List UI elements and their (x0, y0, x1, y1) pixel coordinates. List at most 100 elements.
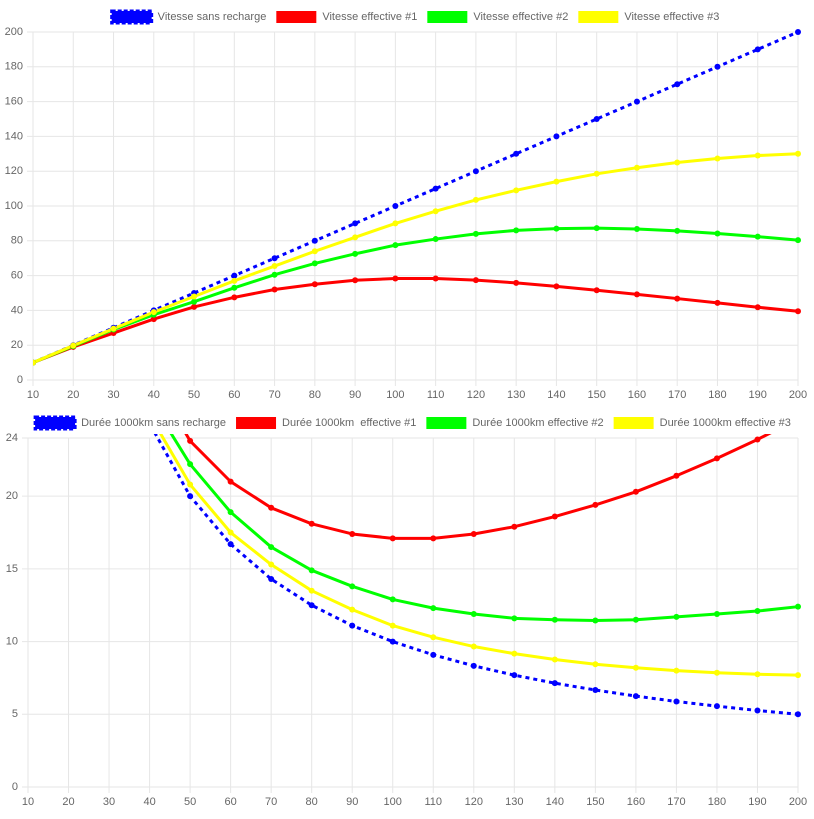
data-point (150, 316, 157, 323)
data-point (713, 455, 720, 462)
data-point (673, 613, 680, 620)
data-point (268, 544, 275, 551)
legend-swatch (578, 11, 619, 23)
y-tick-label: 40 (11, 304, 23, 316)
data-point (106, 300, 112, 306)
data-point (271, 271, 278, 278)
data-point (110, 325, 117, 332)
data-point (511, 650, 518, 657)
x-tick-label: 120 (467, 389, 485, 401)
data-point (593, 116, 600, 122)
data-point (389, 535, 396, 542)
x-tick-label: 80 (306, 796, 318, 808)
data-point (714, 299, 721, 306)
data-point (511, 672, 518, 679)
data-point (472, 277, 479, 284)
data-point (352, 250, 359, 257)
data-point (513, 150, 520, 157)
data-point (553, 225, 560, 232)
data-point (66, 19, 72, 25)
data-point (754, 152, 761, 159)
legend-item: Vitesse sans recharge (110, 9, 266, 25)
data-point (674, 81, 681, 88)
data-point (592, 687, 599, 694)
legend-item: Durée 1000km effective #1 (236, 417, 416, 429)
legend-swatch (426, 417, 467, 429)
data-point (268, 504, 275, 511)
legend-label: Vitesse effective #2 (473, 11, 568, 23)
x-tick-label: 170 (668, 389, 686, 401)
data-point (349, 606, 356, 613)
y-tick-label: 120 (5, 165, 23, 177)
y-tick-label: 160 (5, 96, 23, 108)
y-tick-label: 100 (5, 200, 23, 212)
data-point (632, 693, 639, 700)
x-tick-label: 170 (667, 796, 685, 808)
data-point (713, 610, 720, 617)
data-point (352, 220, 359, 227)
data-point (231, 294, 238, 301)
data-point (673, 698, 680, 705)
data-point (553, 133, 560, 140)
data-point (714, 230, 721, 237)
x-tick-label: 80 (309, 389, 321, 401)
data-point (227, 509, 234, 516)
data-point (392, 220, 399, 227)
data-point (389, 638, 396, 645)
data-point (349, 530, 356, 537)
x-tick-label: 180 (708, 389, 726, 401)
data-point (713, 669, 720, 676)
data-point (268, 576, 275, 583)
data-point (472, 230, 479, 237)
data-point (633, 164, 640, 171)
plot-area (33, 29, 801, 366)
legend-item: Durée 1000km effective #2 (426, 417, 604, 429)
data-point (593, 287, 600, 294)
data-point (392, 275, 399, 282)
legend-swatch (276, 11, 317, 23)
data-point (231, 272, 238, 279)
series-line (159, 434, 799, 677)
series-line (169, 434, 799, 622)
data-point (551, 513, 558, 520)
data-point (187, 461, 194, 468)
data-point (106, 246, 112, 252)
y-tick-label: 20 (6, 490, 18, 502)
data-point (553, 283, 560, 290)
data-point (593, 225, 600, 232)
data-point (551, 656, 558, 663)
data-point (33, 359, 36, 366)
x-tick-label: 60 (225, 796, 237, 808)
series-line (33, 30, 799, 364)
data-point (349, 583, 356, 590)
x-tick-label: 90 (346, 796, 358, 808)
data-point (795, 308, 801, 315)
data-point (713, 703, 720, 710)
legend-label: Durée 1000km effective #3 (660, 417, 791, 429)
data-point (513, 187, 520, 194)
data-point (795, 29, 801, 35)
data-point (106, 282, 112, 288)
x-tick-label: 10 (22, 796, 34, 808)
x-tick-label: 190 (748, 796, 766, 808)
data-point (430, 634, 437, 641)
y-tick-label: 10 (6, 635, 18, 647)
y-tick-label: 0 (12, 781, 18, 793)
data-point (674, 227, 681, 234)
data-point (592, 661, 599, 668)
data-point (673, 667, 680, 674)
data-point (633, 98, 640, 105)
data-point (308, 567, 315, 574)
x-tick-label: 190 (749, 389, 767, 401)
data-point (551, 680, 558, 687)
data-point (268, 561, 275, 568)
data-point (553, 178, 560, 185)
legend-swatch (236, 417, 277, 429)
data-point (470, 530, 477, 537)
data-point (795, 603, 801, 610)
data-point (633, 291, 640, 298)
data-point (311, 260, 318, 267)
data-point (511, 523, 518, 530)
